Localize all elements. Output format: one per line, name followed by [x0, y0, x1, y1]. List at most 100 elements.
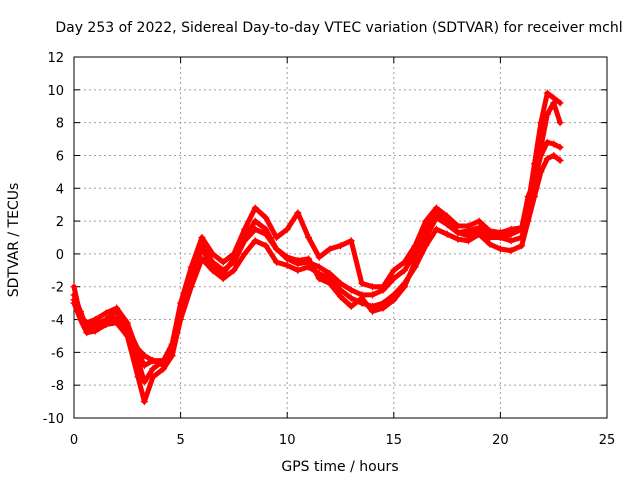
data-point-marker: [422, 217, 430, 225]
data-point-marker: [230, 266, 238, 274]
data-point-marker: [230, 255, 238, 263]
data-point-marker: [262, 214, 270, 222]
data-point-marker: [443, 212, 451, 220]
data-point-marker: [315, 253, 323, 261]
data-point-marker: [432, 214, 440, 222]
data-point-marker: [379, 283, 387, 291]
data-point-marker: [273, 234, 281, 241]
series-group: [70, 89, 564, 406]
x-axis-label: GPS time / hours: [281, 459, 398, 475]
data-point-marker: [113, 314, 121, 322]
data-point-marker: [347, 302, 355, 310]
data-point-marker: [550, 99, 558, 107]
data-point-marker: [134, 373, 142, 381]
data-point-marker: [432, 204, 440, 212]
data-point-marker: [556, 119, 564, 127]
data-point-marker: [294, 256, 302, 264]
data-point-marker: [198, 234, 206, 241]
data-point-marker: [198, 245, 206, 253]
data-point-marker: [168, 352, 176, 360]
data-point-marker: [149, 365, 157, 373]
data-point-marker: [422, 234, 430, 241]
data-point-marker: [543, 89, 551, 97]
data-point-marker: [337, 279, 344, 287]
data-point-marker: [537, 143, 545, 151]
data-point-marker: [305, 255, 313, 263]
data-point-marker: [315, 263, 323, 271]
data-point-marker: [454, 235, 462, 243]
data-point-marker: [209, 263, 217, 271]
data-point-marker: [475, 225, 483, 233]
data-point-marker: [283, 225, 291, 233]
data-point-marker: [411, 242, 419, 250]
data-point-marker: [347, 286, 355, 294]
y-tick-label: -6: [51, 346, 64, 361]
y-tick-label: -10: [43, 412, 64, 427]
data-point-marker: [550, 140, 558, 148]
data-point-marker: [160, 357, 168, 365]
data-point-marker: [294, 266, 302, 274]
data-point-marker: [531, 176, 539, 184]
data-point-marker: [123, 329, 131, 337]
data-point-marker: [251, 237, 259, 245]
data-point-marker: [358, 294, 366, 302]
data-point-marker: [454, 229, 462, 237]
data-point-marker: [305, 234, 313, 241]
data-point-marker: [102, 309, 110, 317]
data-point-marker: [400, 283, 408, 291]
data-point-marker: [140, 378, 148, 386]
chart-title: Day 253 of 2022, Sidereal Day-to-day VTE…: [55, 20, 622, 36]
data-point-marker: [518, 234, 526, 241]
y-tick-label: -8: [51, 379, 64, 394]
x-tick-label: 20: [492, 433, 509, 448]
data-point-marker: [326, 279, 334, 287]
data-point-marker: [337, 242, 344, 250]
data-point-marker: [379, 304, 387, 312]
data-point-marker: [251, 204, 259, 212]
data-point-marker: [241, 225, 249, 233]
data-point-marker: [273, 245, 281, 253]
series-line-track-3: [71, 139, 563, 368]
data-point-marker: [219, 258, 227, 266]
y-tick-label: 8: [56, 117, 64, 132]
data-point-marker: [358, 279, 366, 287]
data-point-marker: [123, 319, 131, 327]
data-point-marker: [464, 222, 472, 230]
y-tick-label: 6: [56, 149, 64, 164]
x-tick-label: 10: [279, 433, 296, 448]
y-tick-label: 12: [47, 51, 64, 66]
data-point-marker: [443, 220, 451, 228]
data-point-marker: [209, 250, 217, 258]
data-point-marker: [251, 217, 259, 225]
data-point-marker: [518, 242, 526, 250]
y-tick-label: 0: [56, 248, 64, 263]
plot-frame: [73, 56, 608, 419]
y-axis-label: SDTVAR / TECUs: [6, 183, 22, 298]
data-point-marker: [283, 261, 291, 269]
data-point-marker: [507, 247, 515, 255]
data-point-marker: [83, 325, 91, 333]
data-point-marker: [91, 316, 99, 324]
data-point-marker: [160, 365, 168, 373]
data-point-marker: [556, 99, 564, 107]
data-point-marker: [187, 270, 195, 278]
data-point-marker: [454, 222, 462, 230]
data-point-marker: [368, 291, 376, 299]
data-point-marker: [556, 156, 564, 164]
data-point-marker: [556, 143, 564, 151]
data-point-marker: [390, 275, 398, 283]
data-point-marker: [543, 155, 551, 163]
data-point-marker: [91, 324, 99, 332]
data-point-marker: [70, 283, 78, 291]
data-point-marker: [443, 230, 451, 238]
data-point-marker: [262, 225, 270, 233]
data-point-marker: [262, 242, 270, 250]
data-point-marker: [140, 398, 148, 406]
data-point-marker: [241, 234, 249, 241]
data-point-marker: [400, 258, 408, 266]
data-point-marker: [283, 253, 291, 261]
data-point-marker: [543, 138, 551, 146]
y-axis-ticks: -10 -8 -6 -4 -2 0 2 4 6 8 10 12: [43, 51, 607, 427]
data-point-marker: [347, 294, 355, 302]
